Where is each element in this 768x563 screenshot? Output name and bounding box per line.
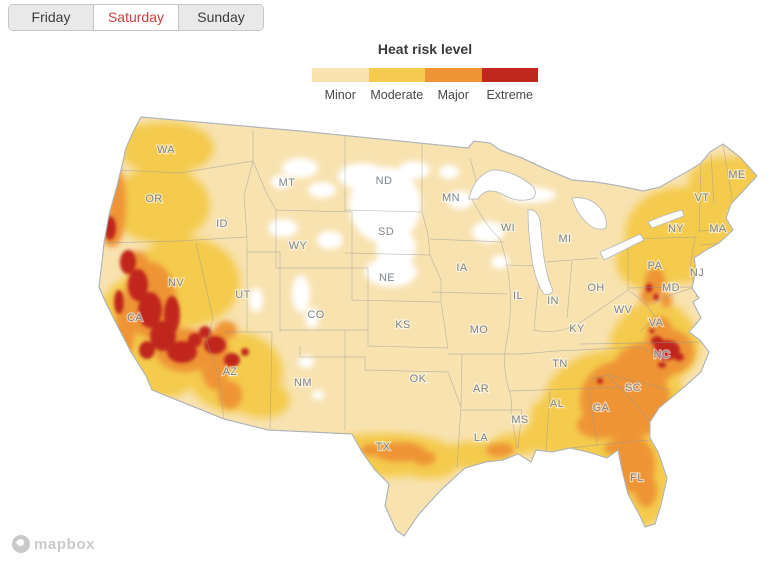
state-label-ne: NE [379, 272, 395, 284]
legend-title: Heat risk level [377, 41, 473, 57]
state-label-ny: NY [668, 223, 684, 235]
tab-sunday[interactable]: Sunday [178, 4, 264, 31]
state-label-il: IL [513, 290, 523, 302]
state-label-nd: ND [376, 175, 393, 187]
state-label-ks: KS [395, 319, 410, 331]
legend-swatch-extreme [481, 68, 538, 82]
tab-saturday[interactable]: Saturday [93, 4, 179, 31]
legend-swatch-minor [312, 68, 369, 82]
state-label-wv: WV [614, 304, 633, 316]
state-label-wi: WI [501, 222, 515, 234]
state-label-mo: MO [470, 324, 489, 336]
state-label-ms: MS [511, 414, 528, 426]
state-label-ia: IA [456, 262, 467, 274]
lake-huron [571, 197, 607, 230]
state-label-sc: SC [625, 382, 641, 394]
mapbox-logo[interactable]: mapbox [12, 535, 95, 553]
legend-label-minor: Minor [324, 88, 356, 102]
state-labels: WA OR CA NV ID MT WY UT AZ NM CO ND SD NE KS OK TX MN IA MO… [126, 143, 747, 485]
legend-swatch-major [425, 68, 482, 82]
state-label-ca: CA [127, 312, 143, 324]
legend-label-major: Major [437, 88, 469, 102]
state-label-co: CO [307, 309, 324, 321]
state-label-ar: AR [473, 383, 489, 395]
state-label-mt: MT [279, 177, 296, 189]
state-label-la: LA [474, 432, 489, 444]
state-label-pa: PA [648, 260, 663, 272]
state-label-or: OR [145, 193, 162, 205]
state-label-ut: UT [235, 289, 250, 301]
state-label-ma: MA [709, 223, 727, 235]
coastline [98, 116, 758, 537]
great-lakes [468, 169, 685, 295]
lake-superior [468, 169, 536, 201]
state-label-nm: NM [294, 377, 312, 389]
state-label-tx: TX [376, 441, 391, 453]
legend-labels: Minor Moderate Major Extreme [312, 88, 538, 102]
heat-risk-legend: Heat risk level Minor Moderate Major Ext… [312, 41, 538, 102]
state-label-ok: OK [410, 373, 427, 385]
state-label-wa: WA [157, 144, 175, 156]
state-label-vt: VT [695, 192, 710, 204]
state-label-nc: NC [654, 349, 671, 361]
mapbox-icon [12, 535, 30, 553]
legend-label-moderate: Moderate [370, 88, 424, 102]
state-label-va: VA [649, 317, 664, 329]
state-label-fl: FL [630, 472, 644, 484]
state-label-tn: TN [552, 358, 567, 370]
lake-michigan [527, 209, 553, 295]
state-label-az: AZ [223, 366, 238, 378]
state-label-wy: WY [289, 240, 308, 252]
state-label-ga: GA [593, 402, 610, 414]
lake-erie [599, 233, 645, 261]
state-label-md: MD [662, 282, 680, 294]
state-label-mi: MI [558, 233, 571, 245]
legend-swatch-moderate [368, 68, 425, 82]
tab-friday[interactable]: Friday [8, 4, 94, 31]
state-label-al: AL [550, 398, 564, 410]
legend-color-bar [312, 68, 538, 82]
state-label-nv: NV [168, 277, 184, 289]
state-label-in: IN [547, 295, 559, 307]
state-label-me: ME [728, 169, 745, 181]
state-borders [103, 130, 734, 469]
state-label-id: ID [216, 218, 228, 230]
state-label-ky: KY [569, 323, 585, 335]
mapbox-wordmark: mapbox [34, 535, 96, 553]
day-tab-bar: Friday Saturday Sunday [8, 4, 264, 31]
no-risk-areas [133, 133, 556, 400]
state-label-nj: NJ [690, 267, 704, 279]
state-label-sd: SD [378, 226, 394, 238]
legend-label-extreme: Extreme [486, 88, 534, 102]
state-label-oh: OH [587, 282, 604, 294]
lake-ontario [647, 209, 685, 229]
state-label-mn: MN [442, 192, 460, 204]
